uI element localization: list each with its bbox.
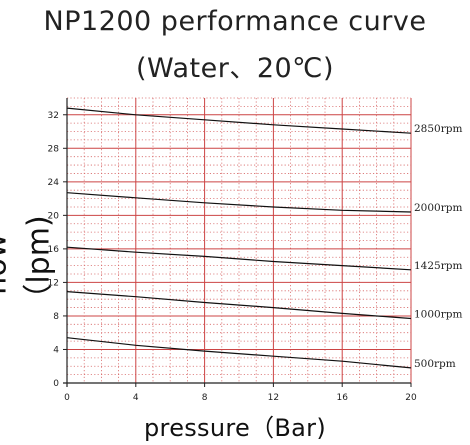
axes	[63, 98, 412, 387]
y-tick-label: 20	[48, 211, 60, 221]
x-tick-label: 4	[133, 393, 139, 403]
y-tick-label: 16	[48, 245, 60, 255]
y-tick-label: 32	[48, 111, 59, 121]
series-label: 1425rpm	[414, 260, 462, 272]
x-tick-label: 0	[64, 393, 70, 403]
x-tick-label: 12	[268, 393, 279, 403]
series-line-500rpm	[66, 337, 412, 369]
chart-title: NP1200 performance curve	[43, 6, 427, 37]
series-line-1000rpm	[66, 291, 412, 320]
y-tick-label: 8	[53, 312, 59, 322]
grid	[66, 97, 412, 383]
series-line-2000rpm	[66, 192, 412, 213]
chart-subtitle: (Water、20℃)	[135, 53, 335, 84]
y-tick-label: 28	[48, 144, 60, 154]
x-tick-label: 8	[202, 393, 208, 403]
series-line-2850rpm	[66, 107, 412, 134]
y-tick-label: 4	[53, 345, 59, 355]
series-label: 2850rpm	[414, 123, 462, 135]
series-label: 2000rpm	[414, 202, 462, 214]
labels: 0 4 8 12 16 20 0 4 8 12 16 20 24 28 32 2850rpm 2000rpm 14…	[48, 111, 463, 403]
x-tick-label: 20	[405, 393, 417, 403]
series-lines	[66, 107, 412, 369]
y-tick-label: 24	[48, 178, 60, 188]
y-axis-label: flow（lpm)	[0, 215, 57, 314]
series-label: 1000rpm	[414, 308, 462, 320]
y-tick-label: 12	[48, 278, 59, 288]
x-axis-label: pressure（Bar)	[144, 414, 326, 442]
series-line-1425rpm	[66, 246, 412, 271]
series-label: 500rpm	[414, 358, 456, 370]
x-tick-label: 16	[336, 393, 348, 403]
y-tick-label: 0	[53, 379, 59, 389]
